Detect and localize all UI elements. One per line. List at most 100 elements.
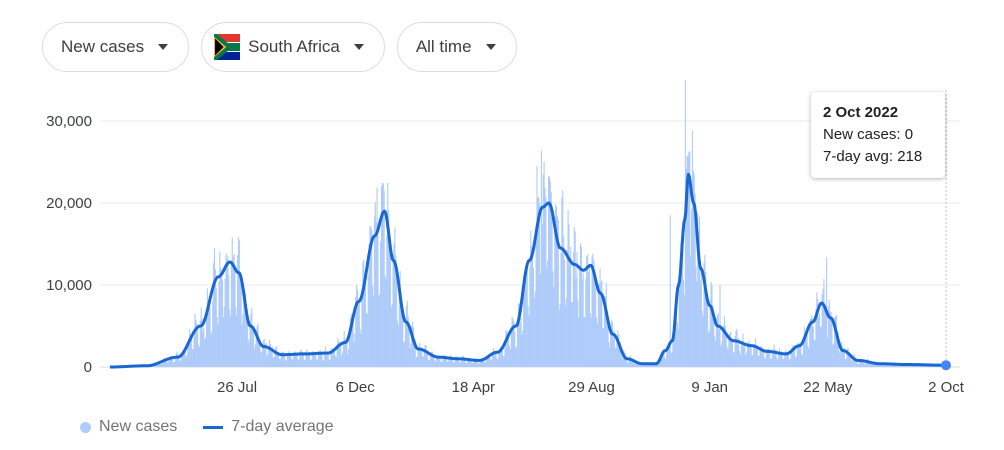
new-cases-bar [256, 326, 258, 367]
new-cases-bar [282, 351, 284, 367]
new-cases-bar [830, 312, 832, 367]
new-cases-bar [732, 352, 734, 367]
new-cases-bar [277, 352, 279, 367]
new-cases-bar [388, 233, 391, 367]
new-cases-bar [814, 340, 816, 367]
new-cases-bar [409, 348, 411, 367]
new-cases-bar [198, 347, 200, 367]
new-cases-bar [259, 341, 261, 367]
new-cases-bar [820, 326, 822, 367]
new-cases-bar [157, 362, 159, 367]
new-cases-bar [249, 325, 251, 367]
new-cases-bar [220, 267, 222, 367]
cases-chart[interactable]: 0 10,000 20,000 30,000 26 Jul 6 Dec 18 Apr 29 A… [0, 80, 1004, 400]
new-cases-bar [691, 130, 694, 367]
new-cases-bar [881, 363, 883, 367]
new-cases-bar [797, 342, 799, 367]
new-cases-bar [290, 356, 292, 367]
new-cases-bar [276, 346, 278, 367]
new-cases-bar [345, 343, 347, 367]
new-cases-bar [387, 182, 389, 367]
new-cases-bar [389, 248, 391, 367]
new-cases-bar [845, 358, 847, 367]
new-cases-bar [515, 346, 517, 367]
new-cases-bar [792, 345, 794, 367]
new-cases-bar [177, 355, 179, 367]
new-cases-bar [659, 359, 662, 367]
new-cases-bar [496, 358, 498, 367]
new-cases-bar [439, 357, 441, 367]
chevron-down-icon [158, 44, 169, 50]
new-cases-bar [675, 313, 678, 367]
new-cases-bar [464, 358, 466, 367]
new-cases-bar [358, 298, 360, 367]
x-tick-label: 26 Jul [217, 379, 257, 396]
country-dropdown[interactable]: South Africa [201, 22, 385, 72]
time-range-dropdown[interactable]: All time [396, 22, 517, 72]
new-cases-bar [411, 325, 413, 367]
new-cases-bar [430, 352, 432, 367]
new-cases-bar [781, 352, 783, 367]
new-cases-bar [828, 299, 830, 367]
new-cases-bar [701, 310, 703, 367]
x-tick-label: 18 Apr [452, 379, 495, 396]
new-cases-bar [490, 359, 492, 367]
new-cases-bar [633, 363, 635, 367]
new-cases-bar [418, 347, 420, 367]
new-cases-bar [476, 360, 478, 367]
new-cases-bar [223, 307, 225, 367]
new-cases-bar [739, 354, 741, 367]
new-cases-bar [248, 342, 250, 367]
new-cases-bar [234, 266, 236, 367]
new-cases-bar [749, 346, 751, 367]
new-cases-bar [255, 330, 257, 367]
seven-day-average-line [109, 172, 947, 369]
x-tick-label: 6 Dec [336, 379, 376, 396]
new-cases-bar [489, 354, 491, 367]
new-cases-bar [380, 240, 382, 367]
new-cases-bar [700, 271, 702, 367]
new-cases-bar [724, 326, 726, 367]
new-cases-bar [597, 286, 599, 367]
new-cases-bar [815, 309, 817, 367]
new-cases-bar [245, 311, 248, 367]
new-cases-bar [619, 341, 621, 367]
new-cases-bar [253, 328, 255, 367]
metric-dropdown[interactable]: New cases [42, 22, 190, 72]
new-cases-bar [760, 346, 762, 367]
new-cases-bar [558, 310, 560, 367]
new-cases-bar [192, 348, 194, 367]
new-cases-bar [348, 348, 350, 367]
new-cases-bar [488, 354, 490, 367]
new-cases-bar [182, 350, 184, 367]
new-cases-bar [239, 278, 241, 367]
new-cases-bar [618, 333, 620, 367]
new-cases-bar [422, 357, 424, 367]
new-cases-bar [551, 216, 553, 367]
new-cases-bar [834, 317, 836, 367]
new-cases-bar [646, 365, 648, 367]
new-cases-bar [213, 248, 216, 367]
new-cases-bar [237, 236, 240, 367]
new-cases-bar [390, 306, 392, 367]
new-cases-bar [268, 346, 270, 367]
new-cases-bar [491, 360, 493, 367]
new-cases-bar [595, 287, 597, 367]
new-cases-bar [369, 226, 371, 367]
new-cases-bar [263, 338, 265, 367]
new-cases-bar [313, 352, 315, 367]
new-cases-bar [452, 361, 455, 367]
new-cases-bar [622, 351, 624, 367]
new-cases-bar [739, 350, 741, 367]
new-cases-bar [372, 285, 374, 367]
new-cases-bar [771, 350, 773, 367]
new-cases-bar [688, 151, 690, 367]
new-cases-bar [499, 350, 501, 367]
new-cases-bar [434, 360, 436, 367]
new-cases-bar [452, 358, 454, 367]
new-cases-bar [737, 344, 739, 367]
new-cases-bar [673, 333, 675, 367]
new-cases-bar [835, 315, 837, 367]
new-cases-bar [805, 332, 807, 367]
new-cases-bar [616, 338, 618, 367]
